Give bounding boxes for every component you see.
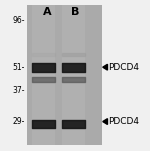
Text: PDCD4: PDCD4 bbox=[108, 63, 139, 72]
Text: PDCD4: PDCD4 bbox=[108, 117, 139, 126]
Bar bbox=[32, 5, 55, 145]
Bar bbox=[27, 5, 102, 145]
Text: 51-: 51- bbox=[12, 63, 25, 72]
Text: A: A bbox=[43, 7, 52, 17]
Text: 37-: 37- bbox=[12, 86, 25, 95]
Polygon shape bbox=[103, 64, 108, 70]
Text: B: B bbox=[71, 7, 79, 17]
Bar bbox=[62, 5, 85, 145]
Polygon shape bbox=[103, 119, 108, 124]
Text: 29-: 29- bbox=[12, 117, 25, 126]
Text: 96-: 96- bbox=[12, 16, 25, 25]
